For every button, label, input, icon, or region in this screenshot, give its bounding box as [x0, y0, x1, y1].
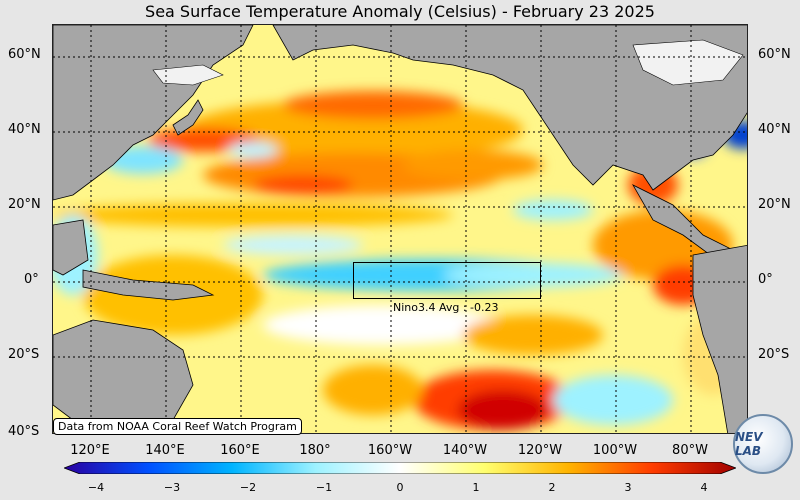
- lat-label-left: 0°: [24, 272, 39, 287]
- southeast-asia-landmass: [53, 219, 89, 276]
- lat-label-left: 20°S: [8, 347, 40, 362]
- colorbar-tick: −1: [315, 481, 333, 494]
- lon-label: 160°W: [367, 443, 413, 458]
- map-canvas: [53, 25, 747, 433]
- colorbar-tick: 1: [472, 481, 480, 494]
- lat-label-right: 20°S: [758, 347, 790, 362]
- lab-logo: NEV LAB: [733, 414, 793, 474]
- map-title: Sea Surface Temperature Anomaly (Celsius…: [145, 2, 655, 21]
- colorbar-tick: −4: [87, 481, 105, 494]
- sea-ice: [152, 39, 744, 86]
- lon-label: 120°E: [70, 443, 110, 458]
- colorbar-tick: −2: [239, 481, 257, 494]
- lon-label: 180°: [299, 443, 331, 458]
- lon-label: 160°E: [220, 443, 260, 458]
- colorbar-tick: −3: [163, 481, 181, 494]
- lat-label-left: 40°S: [8, 424, 40, 439]
- south-america-landmass: [692, 244, 747, 433]
- colorbar-tick: 0: [396, 481, 404, 494]
- sst-anomaly-map: [52, 24, 748, 434]
- lat-label-right: 0°: [758, 272, 773, 287]
- anomaly-field: [53, 91, 747, 430]
- australia-landmass: [53, 319, 194, 431]
- landmasses: [53, 25, 747, 433]
- indonesia-landmass: [82, 269, 215, 301]
- lat-label-left: 20°N: [8, 197, 41, 212]
- lon-label: 120°W: [517, 443, 563, 458]
- lon-label: 80°W: [672, 443, 708, 458]
- logo-text: NEV LAB: [735, 430, 763, 458]
- lat-label-right: 40°N: [758, 122, 791, 137]
- colorbar-ramp: [64, 462, 736, 474]
- lat-label-left: 60°N: [8, 47, 41, 62]
- lon-label: 100°W: [592, 443, 638, 458]
- lon-label: 140°W: [442, 443, 488, 458]
- nino34-region-box: [353, 262, 541, 299]
- data-credit: Data from NOAA Coral Reef Watch Program: [53, 418, 302, 435]
- lat-label-left: 40°N: [8, 122, 41, 137]
- colorbar-tick: 3: [624, 481, 632, 494]
- north-america-landmass: [272, 25, 747, 191]
- lat-label-right: 60°N: [758, 47, 791, 62]
- lat-label-right: 20°N: [758, 197, 791, 212]
- lon-label: 140°E: [145, 443, 185, 458]
- nino34-label: Nino3.4 Avg : -0.23: [393, 301, 499, 314]
- colorbar-tick: 2: [548, 481, 556, 494]
- graticule: [53, 25, 747, 433]
- colorbar-tick: 4: [700, 481, 708, 494]
- colorbar: [64, 462, 736, 474]
- japan-landmass: [172, 99, 204, 136]
